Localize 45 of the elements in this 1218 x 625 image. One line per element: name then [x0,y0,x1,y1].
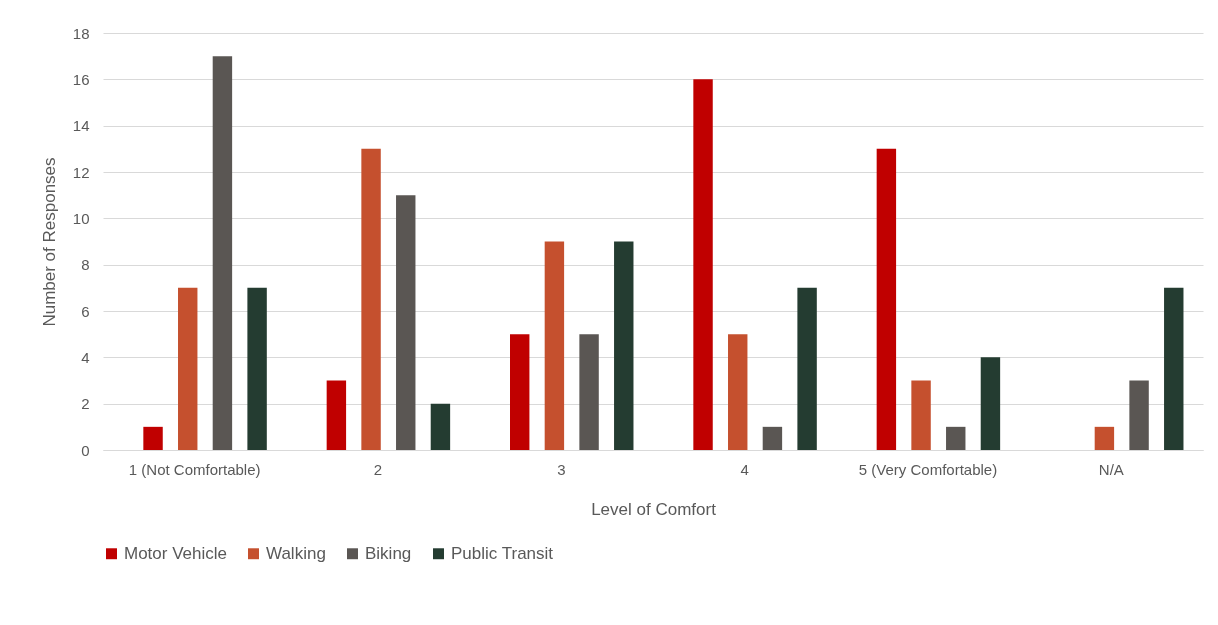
x-tick-label: 3 [557,460,566,478]
y-tick-label: 12 [72,163,90,181]
bar [911,380,931,450]
bar [396,195,416,450]
bar [212,56,233,450]
y-tick-label: 10 [72,209,90,227]
bar [614,241,634,450]
y-tick-label: 8 [81,256,90,274]
x-tick-label: 2 [373,460,383,478]
y-tick-label: 16 [72,70,90,88]
x-tick-label: 4 [740,460,749,478]
y-tick-label: 0 [81,441,90,459]
x-axis-title: Level of Comfort [591,499,717,519]
x-tick-label: 5 (Very Comfortable) [858,460,998,478]
y-tick-label: 14 [72,117,90,135]
bar [178,287,198,450]
legend-label: Public Transit [451,543,554,563]
bar [544,241,565,450]
bar [946,426,966,450]
bar [510,334,530,450]
bar [1129,380,1149,450]
bar [247,287,267,450]
bar [326,380,347,450]
y-axis-title: Number of Responses [39,157,59,327]
bar [728,334,748,450]
bar [1164,287,1184,450]
bar [1094,426,1115,450]
legend-label: Walking [266,543,326,563]
x-tick-label: 1 (Not Comfortable) [128,460,261,478]
bar [579,334,599,450]
y-tick-label: 2 [81,395,90,413]
bar [762,426,783,450]
legend-label: Motor Vehicle [124,543,227,563]
y-tick-label: 18 [72,24,90,42]
bar [797,287,817,450]
bar [693,79,713,450]
y-tick-label: 6 [81,302,90,320]
bar [876,148,897,450]
bar [980,357,1001,450]
legend-label: Biking [365,543,412,563]
y-tick-label: 4 [81,348,90,366]
x-tick-label: N/A [1098,460,1124,478]
bar [361,148,381,450]
bar [143,426,163,450]
bar [430,403,451,450]
